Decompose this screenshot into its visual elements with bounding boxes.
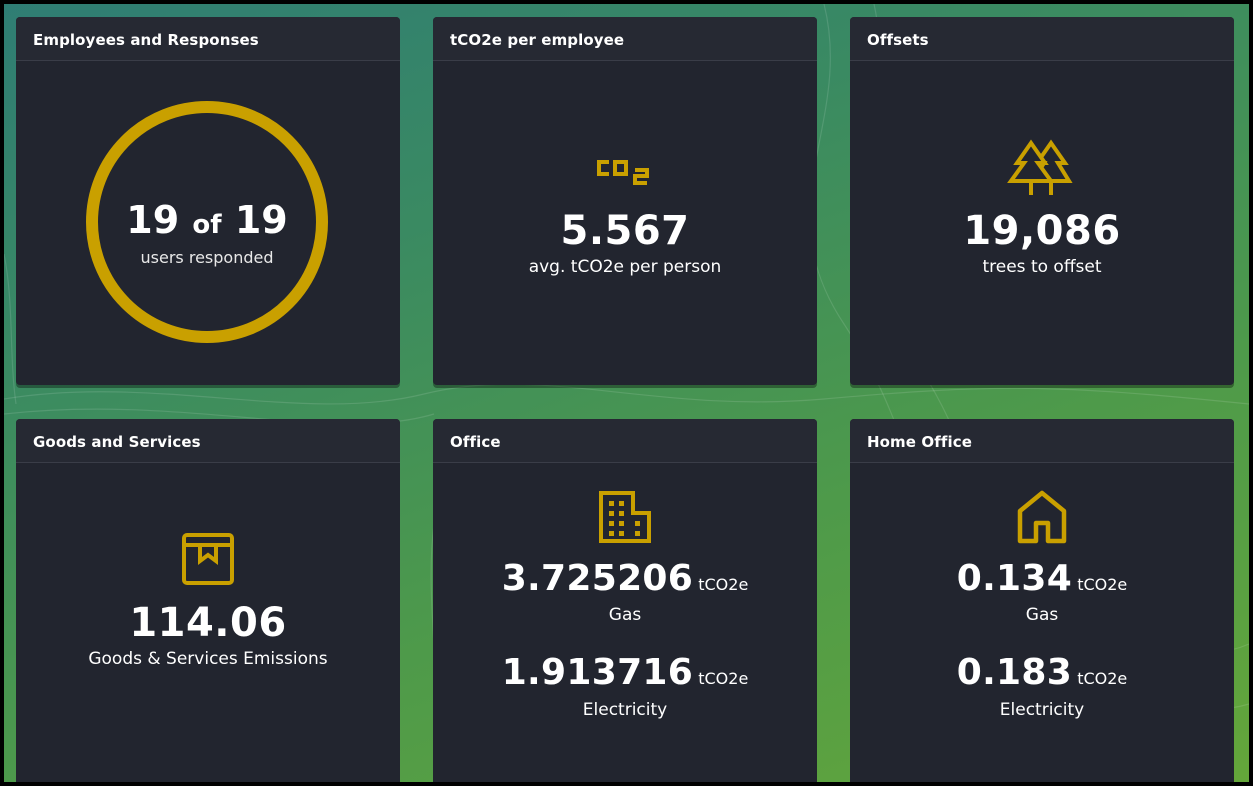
home-gas-value: 0.134 — [956, 558, 1073, 599]
card-title: Employees and Responses — [16, 17, 400, 61]
responded-count: 19 — [126, 198, 180, 242]
goods-value: 114.06 — [129, 600, 287, 646]
card-goods-services: Goods and Services 114.06 Goods & Servic… — [16, 419, 400, 782]
office-gas-unit: tCO2e — [698, 575, 749, 594]
total-count: 19 — [234, 198, 288, 242]
of-text: of — [192, 210, 222, 240]
card-body: 3.725206 tCO2e Gas 1.913716 tCO2e Electr… — [433, 463, 817, 782]
office-gas-label: Gas — [608, 605, 642, 625]
goods-label: Goods & Services Emissions — [88, 649, 328, 669]
card-body: 114.06 Goods & Services Emissions — [16, 463, 400, 782]
package-icon — [182, 533, 234, 585]
trees-icon — [1007, 139, 1073, 195]
co2-icon — [597, 160, 649, 185]
house-icon — [1017, 490, 1067, 544]
trees-value: 19,086 — [963, 208, 1121, 254]
card-body: 0.134 tCO2e Gas 0.183 tCO2e Electricity — [850, 463, 1234, 782]
card-body: 19 of 19 users responded — [16, 61, 400, 384]
card-home-office: Home Office 0.134 tCO2e Gas 0.183 tCO2e … — [850, 419, 1234, 782]
card-office: Office 3.725206 tCO — [433, 419, 817, 782]
office-electricity-label: Electricity — [582, 700, 668, 720]
home-gas-label: Gas — [1025, 605, 1059, 625]
card-title: Offsets — [850, 17, 1234, 61]
home-electricity-value: 0.183 — [956, 652, 1073, 693]
card-body: 19,086 trees to offset — [850, 61, 1234, 384]
building-icon — [599, 491, 651, 543]
office-electricity-unit: tCO2e — [698, 669, 749, 688]
home-electricity-unit: tCO2e — [1077, 669, 1128, 688]
office-gas-row: 3.725206 tCO2e — [433, 561, 817, 597]
home-electricity-row: 0.183 tCO2e — [850, 655, 1234, 691]
trees-label: trees to offset — [982, 257, 1102, 277]
home-electricity-label: Electricity — [999, 700, 1085, 720]
office-electricity-row: 1.913716 tCO2e — [433, 655, 817, 691]
office-electricity-value: 1.913716 — [501, 652, 694, 693]
card-offsets: Offsets 19,086 trees to offset — [850, 17, 1234, 385]
card-title: Office — [433, 419, 817, 463]
home-gas-unit: tCO2e — [1077, 575, 1128, 594]
card-tco2e-per-employee: tCO2e per employee 5.567 avg. tCO2e per … — [433, 17, 817, 385]
card-employees-responses: Employees and Responses 19 of 19 users r… — [16, 17, 400, 385]
card-title: Goods and Services — [16, 419, 400, 463]
response-progress-ring: 19 of 19 users responded — [86, 101, 328, 343]
dashboard-background: Employees and Responses 19 of 19 users r… — [4, 4, 1249, 782]
office-gas-value: 3.725206 — [501, 558, 694, 599]
card-title: tCO2e per employee — [433, 17, 817, 61]
card-body: 5.567 avg. tCO2e per person — [433, 61, 817, 384]
avg-tco2e-value: 5.567 — [560, 208, 690, 254]
card-title: Home Office — [850, 419, 1234, 463]
home-gas-row: 0.134 tCO2e — [850, 561, 1234, 597]
responses-label: users responded — [140, 248, 274, 267]
avg-tco2e-label: avg. tCO2e per person — [528, 257, 722, 277]
responses-count: 19 of 19 — [98, 201, 316, 239]
